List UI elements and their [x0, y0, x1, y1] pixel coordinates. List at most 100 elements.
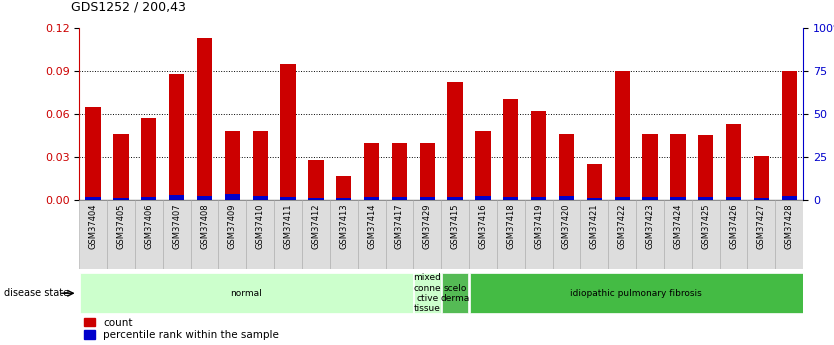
Bar: [470, 273, 802, 313]
Text: GSM37423: GSM37423: [646, 204, 655, 249]
Bar: [141, 197, 157, 200]
Bar: [364, 142, 379, 200]
Bar: [336, 198, 351, 200]
Bar: [586, 197, 602, 200]
Bar: [274, 200, 302, 269]
Bar: [392, 197, 407, 200]
Text: GSM37406: GSM37406: [144, 204, 153, 249]
Bar: [691, 200, 720, 269]
Bar: [336, 176, 351, 200]
Bar: [224, 131, 240, 200]
Bar: [169, 195, 184, 200]
Bar: [191, 200, 219, 269]
Text: GSM37416: GSM37416: [479, 204, 487, 249]
Text: GSM37427: GSM37427: [757, 204, 766, 249]
Text: GSM37414: GSM37414: [367, 204, 376, 249]
Bar: [531, 111, 546, 200]
Bar: [141, 118, 157, 200]
Text: GSM37408: GSM37408: [200, 204, 209, 249]
Bar: [441, 200, 469, 269]
Bar: [642, 197, 658, 200]
Bar: [224, 194, 240, 200]
Bar: [280, 63, 296, 200]
Bar: [503, 197, 519, 200]
Bar: [671, 197, 686, 200]
Bar: [531, 197, 546, 200]
Bar: [448, 82, 463, 200]
Bar: [414, 273, 440, 313]
Bar: [219, 200, 246, 269]
Text: GSM37407: GSM37407: [172, 204, 181, 249]
Text: GSM37417: GSM37417: [395, 204, 404, 249]
Bar: [580, 200, 608, 269]
Text: GSM37405: GSM37405: [117, 204, 125, 249]
Text: GSM37429: GSM37429: [423, 204, 432, 249]
Text: GSM37420: GSM37420: [562, 204, 571, 249]
Bar: [86, 107, 101, 200]
Bar: [664, 200, 691, 269]
Text: GSM37413: GSM37413: [339, 204, 349, 249]
Bar: [309, 197, 324, 200]
Bar: [79, 200, 107, 269]
Bar: [776, 200, 803, 269]
Text: GSM37412: GSM37412: [311, 204, 320, 249]
Text: GSM37415: GSM37415: [450, 204, 460, 249]
Bar: [615, 71, 630, 200]
Bar: [442, 273, 469, 313]
Text: mixed
conne
ctive
tissue: mixed conne ctive tissue: [414, 273, 441, 313]
Bar: [420, 142, 435, 200]
Text: GSM37411: GSM37411: [284, 204, 293, 249]
Bar: [503, 99, 519, 200]
Bar: [253, 131, 268, 200]
Bar: [246, 200, 274, 269]
Bar: [559, 196, 574, 200]
Text: GSM37424: GSM37424: [673, 204, 682, 249]
Bar: [169, 73, 184, 200]
Bar: [364, 197, 379, 200]
Bar: [253, 196, 268, 200]
Text: GSM37418: GSM37418: [506, 204, 515, 249]
Bar: [781, 196, 796, 200]
Text: GSM37428: GSM37428: [785, 204, 794, 249]
Bar: [615, 197, 630, 200]
Bar: [280, 197, 296, 200]
Bar: [197, 196, 212, 200]
Text: GDS1252 / 200,43: GDS1252 / 200,43: [71, 1, 186, 14]
Bar: [553, 200, 580, 269]
Text: GSM37409: GSM37409: [228, 204, 237, 249]
Bar: [475, 131, 490, 200]
Bar: [163, 200, 191, 269]
Text: GSM37426: GSM37426: [729, 204, 738, 249]
Bar: [754, 156, 769, 200]
Text: GSM37410: GSM37410: [256, 204, 264, 249]
Text: GSM37425: GSM37425: [701, 204, 711, 249]
Text: GSM37419: GSM37419: [534, 204, 543, 249]
Text: disease state: disease state: [4, 288, 69, 298]
Text: GSM37404: GSM37404: [88, 204, 98, 249]
Bar: [135, 200, 163, 269]
Bar: [113, 134, 128, 200]
Bar: [448, 197, 463, 200]
Text: normal: normal: [230, 289, 262, 298]
Bar: [754, 197, 769, 200]
Bar: [113, 197, 128, 200]
Text: GSM37421: GSM37421: [590, 204, 599, 249]
Bar: [309, 160, 324, 200]
Bar: [475, 196, 490, 200]
Bar: [559, 134, 574, 200]
Bar: [385, 200, 414, 269]
Bar: [86, 197, 101, 200]
Bar: [586, 164, 602, 200]
Bar: [358, 200, 385, 269]
Bar: [698, 136, 713, 200]
Text: scelo
derma: scelo derma: [440, 284, 470, 303]
Bar: [329, 200, 358, 269]
Bar: [469, 200, 497, 269]
Bar: [636, 200, 664, 269]
Bar: [642, 134, 658, 200]
Bar: [525, 200, 553, 269]
Text: GSM37422: GSM37422: [618, 204, 626, 249]
Bar: [392, 142, 407, 200]
Bar: [747, 200, 776, 269]
Bar: [414, 200, 441, 269]
